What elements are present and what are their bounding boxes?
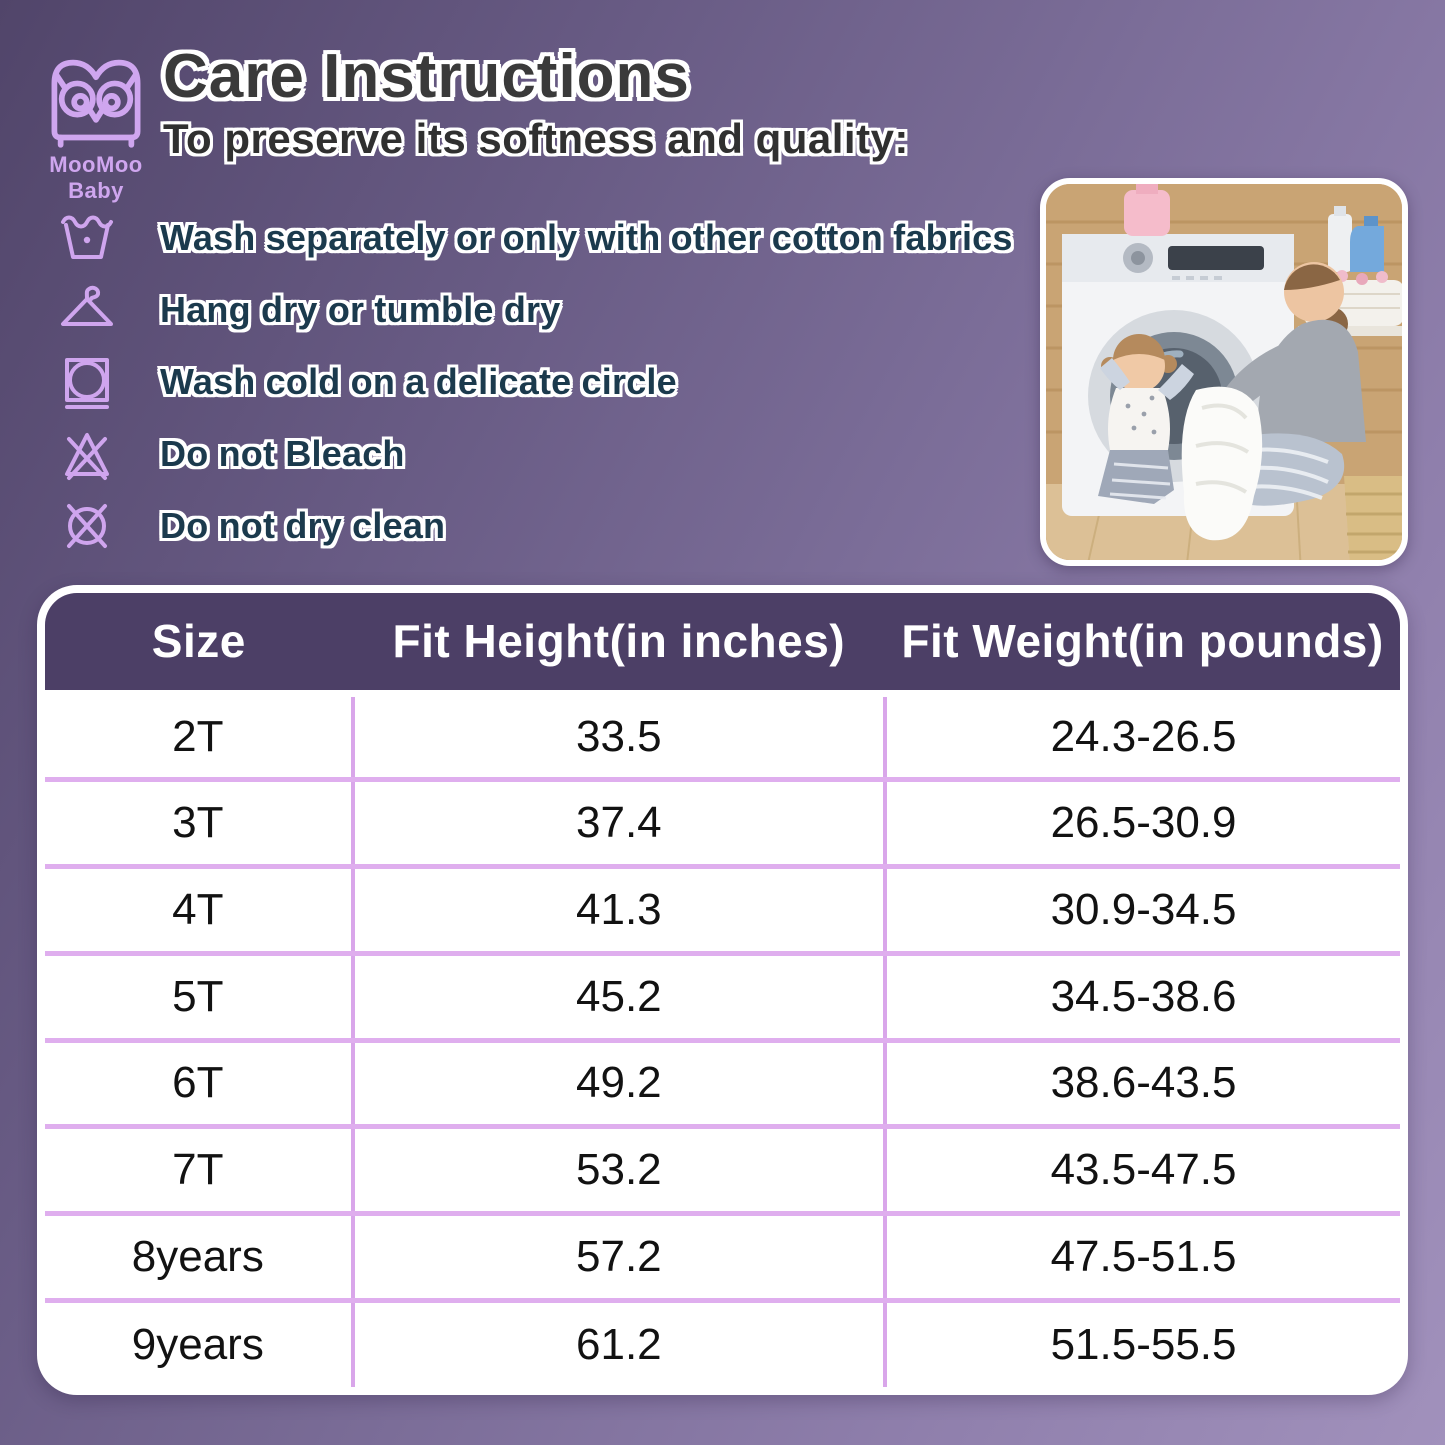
column-header-height: Fit Height(in inches) — [352, 593, 886, 697]
no-dry-clean-icon — [52, 497, 122, 555]
size-cell: 9years — [45, 1297, 353, 1387]
table-row: 9years 61.2 51.5-55.5 — [45, 1297, 1400, 1387]
size-cell: 6T — [45, 1037, 353, 1127]
size-cell: 4T — [45, 864, 353, 954]
title-block: Care Instructions To preserve its softne… — [163, 44, 909, 163]
weight-cell: 43.5-47.5 — [883, 1124, 1400, 1214]
care-item-hang-dry: Hang dry or tumble dry — [52, 280, 1013, 339]
table-header-row: Size Fit Height(in inches) Fit Weight(in… — [45, 593, 1400, 697]
weight-cell: 51.5-55.5 — [883, 1297, 1400, 1387]
page-subtitle: To preserve its softness and quality: — [163, 115, 909, 163]
care-item-no-bleach: Do not Bleach — [52, 424, 1013, 483]
hanger-icon — [52, 281, 122, 339]
washtub-icon — [52, 209, 122, 267]
table-row: 2T 33.5 24.3-26.5 — [45, 693, 1400, 780]
height-cell: 37.4 — [350, 777, 886, 867]
care-item-label: Hang dry or tumble dry — [160, 288, 561, 330]
weight-cell: 47.5-51.5 — [883, 1211, 1400, 1301]
table-row: 6T 49.2 38.6-43.5 — [45, 1037, 1400, 1127]
care-item-label: Do not Bleach — [160, 432, 405, 474]
delicate-wash-icon — [52, 353, 122, 411]
height-cell: 45.2 — [350, 950, 886, 1040]
weight-cell: 30.9-34.5 — [883, 864, 1400, 954]
no-bleach-icon — [52, 425, 122, 483]
height-cell: 33.5 — [350, 693, 886, 780]
care-item-label: Do not dry clean — [160, 504, 446, 546]
size-cell: 8years — [45, 1211, 353, 1301]
table-row: 4T 41.3 30.9-34.5 — [45, 864, 1400, 954]
column-header-weight: Fit Weight(in pounds) — [885, 593, 1400, 697]
care-item-wash-cold: Wash cold on a delicate circle — [52, 352, 1013, 411]
size-chart-card: Size Fit Height(in inches) Fit Weight(in… — [37, 585, 1408, 1395]
care-item-no-dry-clean: Do not dry clean — [52, 496, 1013, 555]
size-cell: 7T — [45, 1124, 353, 1214]
table-body: 2T 33.5 24.3-26.5 3T 37.4 26.5-30.9 4T 4… — [45, 693, 1400, 1387]
weight-cell: 26.5-30.9 — [883, 777, 1400, 867]
table-row: 8years 57.2 47.5-51.5 — [45, 1211, 1400, 1301]
table-row: 3T 37.4 26.5-30.9 — [45, 777, 1400, 867]
mother-child-laundry-photo — [1040, 178, 1408, 566]
height-cell: 61.2 — [350, 1297, 886, 1387]
size-cell: 2T — [45, 693, 353, 780]
table-row: 5T 45.2 34.5-38.6 — [45, 950, 1400, 1040]
care-instructions-list: Wash separately or only with other cotto… — [52, 208, 1013, 568]
size-cell: 5T — [45, 950, 353, 1040]
weight-cell: 34.5-38.6 — [883, 950, 1400, 1040]
column-header-size: Size — [45, 593, 353, 697]
page-title: Care Instructions — [163, 42, 690, 111]
height-cell: 49.2 — [350, 1037, 886, 1127]
weight-cell: 38.6-43.5 — [883, 1037, 1400, 1127]
brand-logo: MooMoo Baby — [28, 48, 164, 204]
care-item-wash-separately: Wash separately or only with other cotto… — [52, 208, 1013, 267]
size-cell: 3T — [45, 777, 353, 867]
care-item-label: Wash separately or only with other cotto… — [160, 216, 1013, 258]
height-cell: 41.3 — [350, 864, 886, 954]
height-cell: 57.2 — [350, 1211, 886, 1301]
height-cell: 53.2 — [350, 1124, 886, 1214]
weight-cell: 24.3-26.5 — [883, 693, 1400, 780]
owl-logo-icon — [51, 59, 141, 148]
care-item-label: Wash cold on a delicate circle — [160, 360, 677, 402]
brand-name: MooMoo Baby — [49, 152, 143, 203]
table-row: 7T 53.2 43.5-47.5 — [45, 1124, 1400, 1214]
size-chart-table: Size Fit Height(in inches) Fit Weight(in… — [45, 593, 1400, 1387]
